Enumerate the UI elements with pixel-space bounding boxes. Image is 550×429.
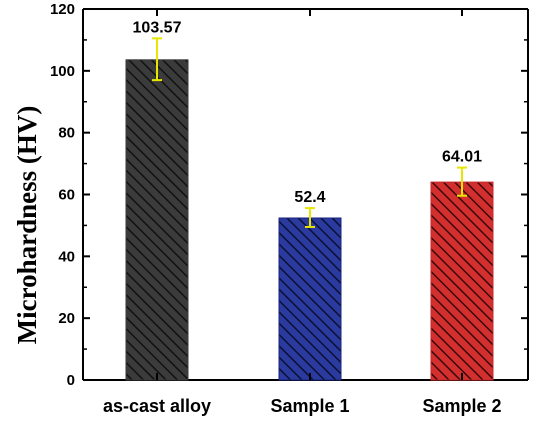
x-category-label: as-cast alloy: [103, 396, 211, 416]
y-tick-label: 20: [58, 310, 75, 327]
x-category-label: Sample 1: [270, 396, 349, 416]
data-label: 103.57: [133, 19, 182, 36]
y-tick-label: 80: [58, 125, 75, 142]
plot-area: 0 20 40 60 80 100 120 103.57 as-cast alloy 52.4 Sa…: [50, 1, 529, 416]
bar-3: [430, 181, 494, 381]
y-tick-label: 0: [67, 372, 75, 389]
data-label: 52.4: [294, 189, 325, 206]
y-tick-label: 40: [58, 248, 75, 265]
y-axis-title: Microhardness (HV): [12, 106, 42, 345]
x-category-label: Sample 2: [422, 396, 501, 416]
data-label: 64.01: [442, 149, 482, 166]
bar-2: [278, 217, 342, 381]
y-tick-label: 120: [50, 1, 75, 18]
bar-1: [125, 59, 189, 381]
y-tick-label: 100: [50, 63, 75, 80]
y-tick-label: 60: [58, 187, 75, 204]
